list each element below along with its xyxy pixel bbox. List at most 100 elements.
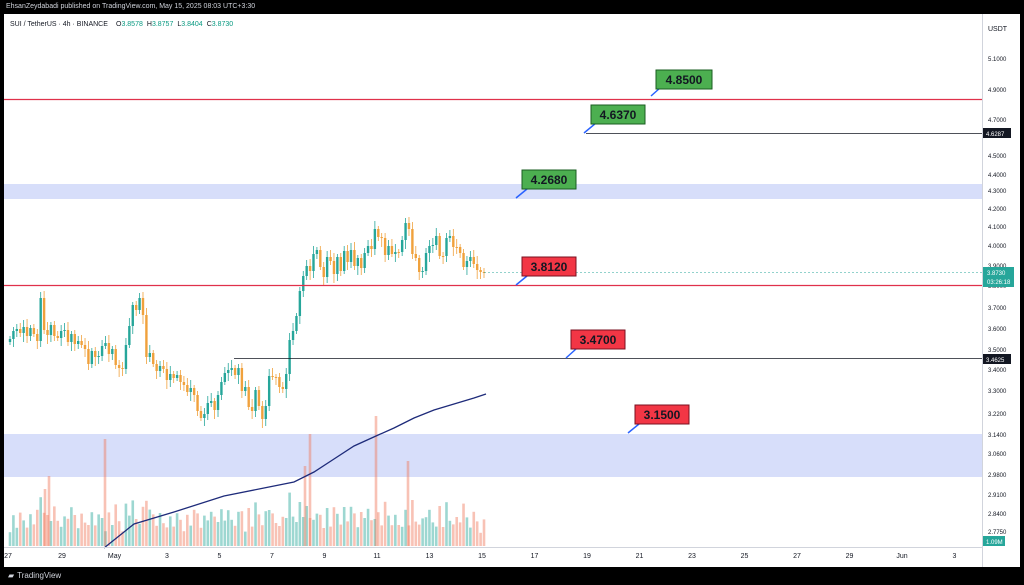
volume-bar: [124, 503, 128, 546]
volume-bar: [138, 523, 141, 546]
volume-bar: [394, 514, 397, 546]
candle-body: [46, 330, 49, 335]
tradingview-brand-label: TradingView: [17, 571, 62, 580]
candle-body: [445, 238, 448, 256]
volume-bar: [209, 511, 213, 546]
time-axis[interactable]: 27 29 May 3 5 7 9 11 13 15 17 19 21 23 25 27 29 Jun 3: [4, 547, 982, 561]
volume-bar: [80, 513, 83, 546]
volume-bar: [366, 508, 370, 546]
volume-bar: [56, 520, 60, 546]
candle-body: [56, 336, 59, 338]
candle-body: [66, 330, 70, 342]
candle-body: [213, 401, 216, 410]
annotation-3812[interactable]: 3.8120: [515, 256, 577, 286]
volume-bar: [172, 526, 175, 546]
volume-bar: [151, 514, 155, 546]
candle-body: [97, 356, 100, 357]
candle-body: [469, 257, 472, 261]
symbol-legend[interactable]: SUI / TetherUS · 4h · BINANCE O3.8578 H3.…: [10, 21, 233, 28]
moving-average-line[interactable]: [103, 393, 487, 549]
volume-bar: [250, 526, 254, 546]
time-tick-label: 23: [688, 553, 696, 560]
candle-body: [29, 328, 32, 336]
tradingview-logo[interactable]: ▰ TradingView: [8, 567, 61, 585]
volume-bar: [192, 509, 196, 546]
candle-body: [418, 258, 421, 272]
candle-body: [145, 315, 148, 357]
publish-info-text: EhsanZeydabadi published on TradingView.…: [6, 3, 256, 10]
candle-body: [141, 298, 145, 315]
candle-body: [291, 331, 295, 340]
volume-bar: [73, 515, 77, 546]
volume-bar: [472, 511, 476, 546]
candle-body: [12, 331, 15, 339]
candle-body: [349, 250, 353, 262]
volume-bar: [312, 519, 315, 546]
candle-body: [111, 349, 114, 354]
price-axis[interactable]: USDT 5.10004.90004.70004.60004.50004.400…: [982, 14, 1015, 567]
candle-body: [281, 387, 285, 389]
candle-body: [353, 250, 356, 266]
volume-bar: [465, 517, 469, 546]
candle-body: [107, 343, 111, 354]
candle-body: [366, 246, 370, 253]
candle-body: [87, 349, 90, 364]
annotation-4268[interactable]: 4.2680: [515, 169, 577, 199]
price-tick-label: 5.1000: [988, 57, 1007, 63]
candle-body: [36, 334, 39, 341]
volume-bar: [462, 503, 465, 546]
time-tick-label: 11: [373, 553, 380, 560]
annotation-4850[interactable]: 4.8500: [650, 69, 713, 97]
resistance-zone-upper[interactable]: [4, 184, 982, 199]
price-tick-label: 3.0600: [988, 452, 1007, 458]
candle-body: [94, 351, 97, 357]
candle-body: [186, 385, 189, 392]
price-tick-label: 4.7000: [988, 118, 1007, 124]
volume-bar: [414, 521, 418, 546]
annotation-3470[interactable]: 3.4700: [565, 329, 626, 359]
volume-bar: [295, 522, 298, 546]
candle-body: [465, 261, 469, 267]
support-zone-lower[interactable]: [4, 434, 982, 477]
time-tick-label: 29: [846, 553, 854, 560]
volume-bar: [308, 434, 312, 546]
footer-bar: ▰ TradingView: [0, 567, 1024, 585]
candle-body: [397, 252, 400, 253]
volume-bar: [243, 531, 247, 546]
candle-body: [203, 414, 206, 418]
annotation-box: [590, 104, 646, 125]
candle-body: [271, 376, 274, 377]
volume-bar: [233, 525, 237, 546]
candlestick-series: [8, 217, 486, 428]
candle-body: [80, 341, 83, 345]
symbol-name[interactable]: SUI / TetherUS · 4h · BINANCE: [10, 21, 108, 28]
volume-bar: [374, 416, 378, 546]
annotation-3150[interactable]: 3.1500: [627, 404, 690, 434]
candle-body: [223, 373, 227, 382]
candle-body: [411, 229, 414, 254]
candle-body: [25, 327, 29, 336]
volume-bar: [49, 521, 53, 546]
chart-frame[interactable]: 4.8500 4.6370 4.2680 3.8120 3.4700: [4, 14, 1020, 567]
volume-bar: [298, 502, 302, 546]
price-tick-label: 3.7000: [988, 306, 1007, 312]
annotation-4637[interactable]: 4.6370: [583, 104, 646, 134]
low-label: L: [177, 21, 181, 28]
candle-body: [414, 254, 417, 258]
volume-bar: [349, 506, 353, 546]
volume-bar: [168, 516, 172, 546]
candle-body: [462, 253, 465, 267]
volume-bar: [390, 525, 394, 546]
candle-body: [90, 351, 94, 364]
level-tag-3462: 3.4625: [986, 358, 1005, 364]
chart-canvas[interactable]: 4.8500 4.6370 4.2680 3.8120 3.4700: [4, 14, 1020, 567]
candle-body: [8, 339, 12, 342]
candle-body: [342, 251, 346, 271]
volume-bar: [452, 524, 455, 546]
volume-bar: [325, 508, 329, 546]
candle-body: [455, 247, 458, 248]
volume-bar: [353, 513, 356, 546]
candle-body: [363, 253, 366, 268]
volume-bar: [257, 514, 261, 546]
volume-bar: [70, 507, 73, 546]
